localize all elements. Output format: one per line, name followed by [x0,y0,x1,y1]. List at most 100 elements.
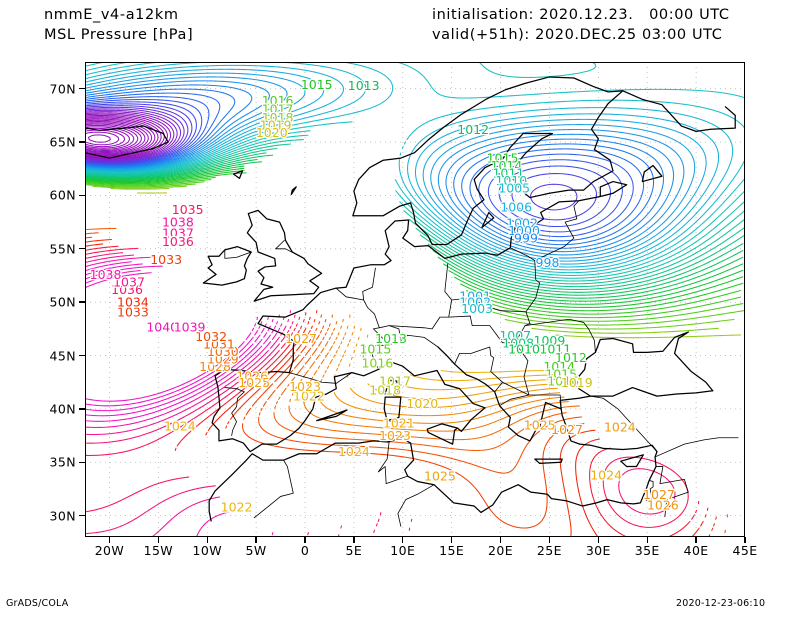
contour-value-label: 1024 [604,420,636,435]
contour-value-label: 1012 [555,350,587,365]
contour-value-label: 1026 [236,368,268,383]
contour-value-label: 1027 [643,487,675,502]
contour-value-label: 1010 [495,173,527,188]
contour-value-label: 1015 [359,342,391,357]
contour-value-label: 1003 [461,301,493,316]
contour-value-label: 1015 [545,366,577,381]
contour-value-label: 1033 [150,252,182,267]
y-axis-tick-label: 45N [49,348,76,364]
contour-value-label: 1035 [172,202,204,217]
x-axis-tick-label: 25E [536,543,562,558]
initialisation-label: initialisation: 2020.12.23. 00:00 UTC [432,7,730,23]
y-tickmark [79,87,85,90]
contour-value-label: 1015 [487,151,519,166]
y-tickmark [79,194,85,197]
contour-value-label: 1016 [262,93,294,108]
x-axis-tick-label: 30E [585,543,611,558]
x-tickmark [402,537,404,543]
contour-value-label: 1036 [111,282,143,297]
y-tickmark [79,461,85,463]
contour-value-label: 1001 [459,288,491,303]
contour-value-label: 1016 [547,374,579,389]
contour-value-label: 1029 [207,351,239,366]
contour-value-label: 1014 [491,158,523,173]
x-axis-tick-label: 40E [683,543,709,558]
x-axis-tick-label: 10E [390,543,416,558]
x-tickmark [255,537,257,543]
y-tickmark [79,301,85,303]
contour-value-label: 1006 [500,200,532,215]
x-tickmark [206,537,208,543]
x-tickmark [597,537,600,543]
x-axis-tick-label: 45E [732,543,758,558]
contour-value-label: 1017 [262,102,294,117]
model-name-label: nmmE_v4-a12km [44,7,179,23]
render-timestamp-label: 2020-12-23-06:10 [676,598,766,609]
y-axis-tick-label: 40N [49,401,76,417]
contour-value-label: 1019 [260,118,292,133]
contour-value-label: 1007 [499,328,531,343]
contour-value-label: 1022 [293,389,325,404]
x-axis-tick-label: 0 [300,543,310,558]
contour-value-label: 1011 [539,342,571,357]
x-tickmark [695,537,697,543]
y-axis-tick-label: 50N [49,294,76,310]
contour-value-label: 1023 [289,379,321,394]
contour-value-label: 1037 [113,274,145,289]
contour-value-label: 1028 [199,359,231,374]
valid-time-label: valid(+51h): 2020.DEC.25 03:00 UTC [432,27,723,43]
x-tickmark [646,537,648,543]
contour-value-label: 1038 [162,215,194,230]
contour-value-label: 1031 [203,336,235,351]
contour-value-label: 1039 [174,319,206,334]
contour-value-label: 1020 [256,125,288,140]
contour-value-label: 1011 [492,166,524,181]
y-axis-tick-label: 30N [49,508,76,524]
contour-value-label: 1025 [424,469,456,484]
coastlines [85,76,739,527]
contour-value-label: 1022 [221,500,253,515]
x-axis-tick-label: 15E [439,543,465,558]
x-tickmark [548,537,551,543]
contour-map-plot: 1015 1013 1016 1017 1018 1019 1020 1012 1015 1014… [85,62,745,537]
x-tickmark [499,537,502,543]
y-tickmark [79,248,85,250]
contour-value-label: 1002 [459,295,491,310]
contour-value-label: 1025 [238,375,270,390]
y-tickmark [79,408,85,410]
contour-value-label: 1027 [551,422,583,437]
x-axis-tick-label: 15W [143,543,174,558]
contour-value-label: 1018 [369,382,401,397]
contour-value-label: 1033 [117,304,149,319]
x-tickmark [353,537,355,543]
contour-value-label: 1027 [285,331,317,346]
contour-value-label: 1013 [375,331,407,346]
x-axis-tick-label: 5W [245,543,267,558]
x-axis-tick-label: 20E [488,543,514,558]
contour-value-label: 1016 [361,356,393,371]
contour-value-label: 1037 [162,225,194,240]
contour-value-label: 1020 [406,396,438,411]
contour-value-label: 1013 [348,78,380,93]
contour-value-label: 1018 [262,110,294,125]
contour-value-label: 1023 [379,428,411,443]
y-axis-tick-label: 65N [49,134,76,150]
contour-value-label: 998 [536,255,560,270]
x-axis-tick-label: 10W [192,543,222,558]
y-tickmark [79,141,85,143]
contour-value-label: 1021 [383,415,415,430]
contour-value-label: 1038 [90,267,122,282]
pressure-contour-lines [85,62,745,537]
x-tickmark [450,537,453,543]
field-name-label: MSL Pressure [hPa] [44,27,194,43]
contour-value-label: 1036 [162,234,194,249]
y-tickmark [79,354,85,357]
contour-value-label: 1005 [498,181,530,196]
contour-value-label: 1026 [647,498,679,513]
contour-value-label: 1010 [508,342,540,357]
contour-value-label: 1030 [207,344,239,359]
y-tickmark [79,514,85,517]
